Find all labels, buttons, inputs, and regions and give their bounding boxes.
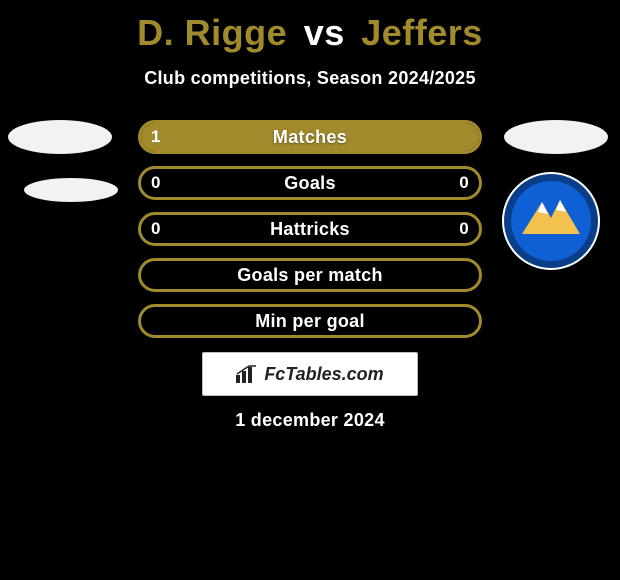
stat-value-left <box>141 261 161 289</box>
stat-value-left: 0 <box>141 215 171 243</box>
stat-label: Goals <box>141 169 479 197</box>
title-player1: D. Rigge <box>137 12 287 53</box>
stat-bar-goals-per-match: Goals per match <box>138 258 482 292</box>
snapshot-date: 1 december 2024 <box>0 410 620 431</box>
stat-value-left: 0 <box>141 169 171 197</box>
player1-avatar-placeholder <box>8 120 112 154</box>
stat-bar-matches: 1 Matches <box>138 120 482 154</box>
stat-label: Hattricks <box>141 215 479 243</box>
stat-value-right <box>459 261 479 289</box>
subtitle: Club competitions, Season 2024/2025 <box>0 68 620 89</box>
stat-value-right: 0 <box>449 215 479 243</box>
stat-bar-goals: 0 Goals 0 <box>138 166 482 200</box>
brand-text: FcTables.com <box>264 364 383 385</box>
stat-label: Goals per match <box>141 261 479 289</box>
stat-label: Min per goal <box>141 307 479 335</box>
stat-value-left <box>141 307 161 335</box>
comparison-title: D. Rigge vs Jeffers <box>0 0 620 54</box>
title-player2: Jeffers <box>361 12 483 53</box>
fctables-brand-link[interactable]: FcTables.com <box>202 352 418 396</box>
stat-bar-hattricks: 0 Hattricks 0 <box>138 212 482 246</box>
stat-bar-fill-left <box>141 123 479 151</box>
bar-chart-icon <box>236 365 258 383</box>
club-crest-icon <box>502 172 600 270</box>
stat-bar-min-per-goal: Min per goal <box>138 304 482 338</box>
player2-avatar-placeholder <box>504 120 608 154</box>
comparison-bars: 1 Matches 0 Goals 0 0 Hattricks 0 Goals … <box>138 120 482 350</box>
title-vs: vs <box>304 12 345 53</box>
stat-value-right: 0 <box>449 169 479 197</box>
player1-club-crest-placeholder <box>24 178 118 202</box>
stat-value-right <box>459 307 479 335</box>
player2-club-crest <box>502 172 600 270</box>
